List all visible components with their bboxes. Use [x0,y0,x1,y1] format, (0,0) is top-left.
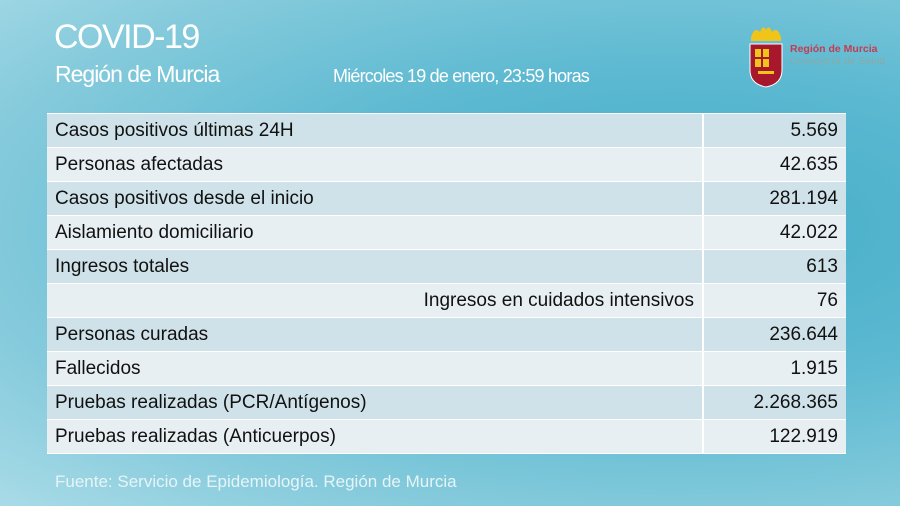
table-row: Casos positivos últimas 24H 5.569 [47,113,846,148]
table-row: Aislamiento domiciliario 42.022 [47,215,846,250]
table-row: Ingresos totales 613 [47,249,846,284]
logo-department: Consejería de Salud [790,55,886,67]
table-row: Fallecidos 1.915 [47,351,846,386]
row-label: Ingresos totales [47,249,703,284]
covid-stats-table: Casos positivos últimas 24H 5.569 Persona… [47,113,846,454]
source-note: Fuente: Servicio de Epidemiología. Regió… [55,472,457,491]
row-label: Fallecidos [47,351,703,386]
table-row: Personas curadas 236.644 [47,317,846,352]
row-label: Casos positivos últimas 24H [47,113,703,148]
row-label: Pruebas realizadas (Anticuerpos) [47,419,703,454]
report-date: Miércoles 19 de enero, 23:59 horas [333,66,590,86]
row-label: Aislamiento domiciliario [47,215,703,250]
row-value: 122.919 [702,419,846,454]
row-label: Personas curadas [47,317,703,352]
page-subtitle: Región de Murcia [55,61,220,87]
page-title: COVID-19 [54,18,200,56]
logo-text: Región de Murcia Consejería de Salud [790,43,885,67]
table-row: Pruebas realizadas (Anticuerpos) 122.919 [47,419,846,454]
table-row: Personas afectadas 42.635 [47,147,846,182]
logo-region-name: Región de Murcia [790,43,878,55]
row-label: Pruebas realizadas (PCR/Antígenos) [47,385,703,420]
row-value: 5.569 [702,113,846,148]
table-row: Ingresos en cuidados intensivos 76 [47,283,846,318]
row-label: Casos positivos desde el inicio [47,181,703,216]
row-value: 2.268.365 [702,385,846,420]
row-value: 1.915 [702,351,846,386]
row-value: 613 [702,249,846,284]
row-value: 236.644 [702,317,846,352]
region-shield-logo-icon [749,27,783,88]
row-value: 281.194 [702,181,846,216]
row-value: 42.022 [702,215,846,250]
table-row: Pruebas realizadas (PCR/Antígenos) 2.268.… [47,385,846,420]
row-value: 76 [702,283,846,318]
row-value: 42.635 [702,147,846,182]
table-row: Casos positivos desde el inicio 281.194 [47,181,846,216]
row-label: Personas afectadas [47,147,703,182]
row-label: Ingresos en cuidados intensivos [47,283,703,318]
